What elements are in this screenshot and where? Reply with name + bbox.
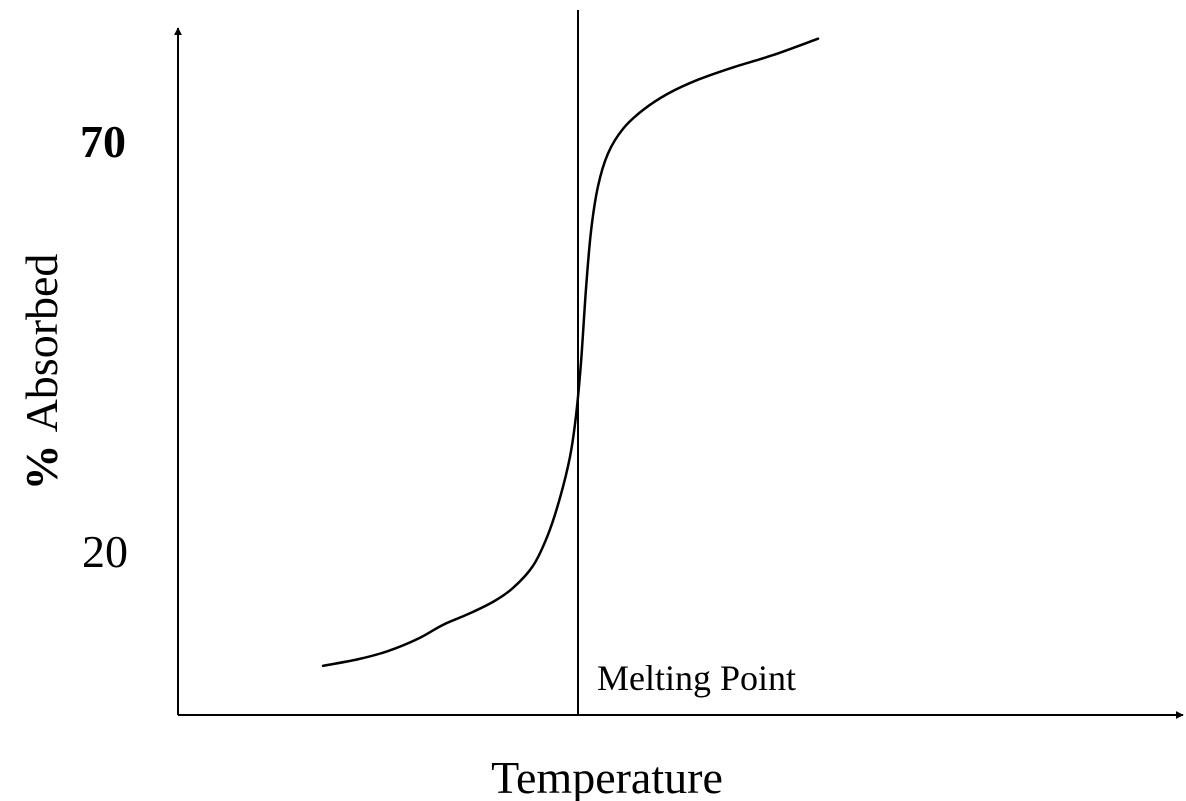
melting-point-label: Melting Point xyxy=(597,658,796,698)
absorption-curve xyxy=(321,37,820,668)
x-axis-label: Temperature xyxy=(491,752,723,801)
y-axis-label-text: Absorbed xyxy=(16,254,67,433)
y-axis-label: % Absorbed xyxy=(16,254,67,491)
y-axis-label-symbol: % xyxy=(16,444,67,490)
y-tick-label-20: 20 xyxy=(82,526,128,577)
y-tick-label-70: 70 xyxy=(80,116,126,167)
